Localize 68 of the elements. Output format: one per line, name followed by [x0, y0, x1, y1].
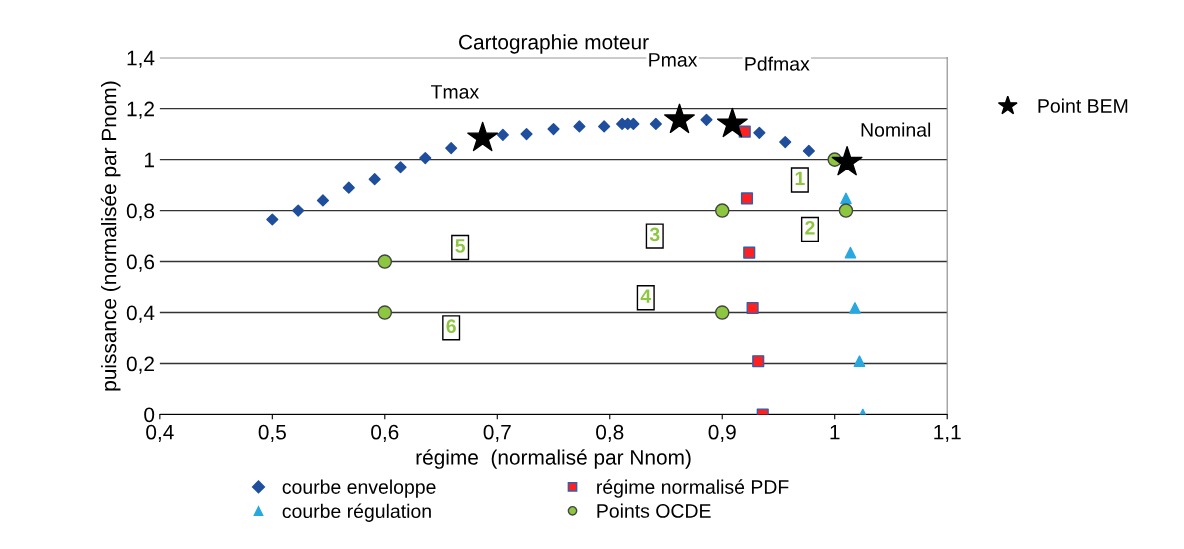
legend-label: régime normalisé PDF	[597, 479, 789, 498]
point	[419, 151, 432, 165]
x-tick-label: 1,1	[934, 424, 961, 442]
y-tick-label: 0,2	[126, 356, 154, 374]
annotation: Pdfmax	[745, 56, 810, 71]
y-tick-label: 1,2	[127, 101, 154, 119]
x-tick-label: 0,5	[258, 424, 286, 442]
point	[445, 142, 458, 155]
legend-label: Point BEM	[1038, 98, 1128, 113]
point	[467, 121, 499, 152]
y-tick-label: 0,4	[126, 305, 155, 323]
annotation: 6	[446, 319, 456, 334]
annotation: 4	[640, 289, 652, 303]
y-tick-label: 0	[144, 407, 155, 423]
annotation: 5	[455, 239, 466, 253]
annotation: Nominal	[861, 122, 931, 137]
x-tick-label: 0,6	[371, 424, 399, 442]
annotation: Pmax	[649, 53, 698, 67]
legend-label: courbe régulation	[282, 503, 431, 522]
point	[844, 246, 857, 259]
point	[849, 302, 861, 314]
y-tick-label: 1	[144, 152, 154, 168]
point	[573, 120, 586, 133]
point	[753, 126, 766, 139]
chart-title: Cartographie moteur	[459, 34, 649, 54]
point	[316, 194, 330, 207]
point	[292, 204, 305, 217]
point	[394, 161, 407, 174]
y-axis-title: puissance (normalisée par Pnom)	[100, 81, 121, 391]
x-tick-label: 1	[830, 424, 840, 440]
point	[520, 128, 533, 141]
point	[838, 203, 854, 218]
point	[598, 120, 611, 133]
point	[649, 117, 662, 130]
point	[802, 144, 815, 158]
point	[853, 355, 866, 368]
point	[831, 145, 863, 176]
x-tick-label: 0,8	[596, 424, 624, 442]
point	[740, 192, 754, 205]
point	[743, 246, 756, 259]
point	[746, 301, 759, 315]
point	[377, 305, 393, 320]
point	[716, 107, 748, 138]
point	[266, 213, 279, 226]
annotation: Tmax	[431, 85, 479, 99]
y-tick-label: 1,4	[127, 50, 155, 68]
x-axis-title: régime (normalisé par Nnom)	[416, 449, 691, 469]
annotation: 3	[649, 227, 660, 242]
legend-label: courbe enveloppe	[282, 479, 436, 498]
point	[664, 103, 695, 134]
point	[700, 113, 713, 126]
point	[342, 181, 355, 194]
annotation: 2	[805, 220, 815, 235]
point	[547, 122, 560, 136]
point	[752, 355, 765, 368]
legend-label: Points OCDE	[597, 503, 711, 518]
x-tick-label: 0,9	[708, 424, 736, 442]
point	[496, 128, 509, 141]
point	[377, 254, 393, 269]
point	[779, 135, 792, 149]
x-tick-label: 0,7	[483, 424, 511, 442]
point	[368, 173, 381, 186]
point	[714, 203, 730, 218]
point	[714, 305, 730, 320]
y-tick-label: 0,6	[126, 254, 155, 272]
point	[840, 192, 852, 205]
annotation: 1	[795, 171, 805, 186]
y-tick-label: 0,8	[126, 203, 155, 221]
